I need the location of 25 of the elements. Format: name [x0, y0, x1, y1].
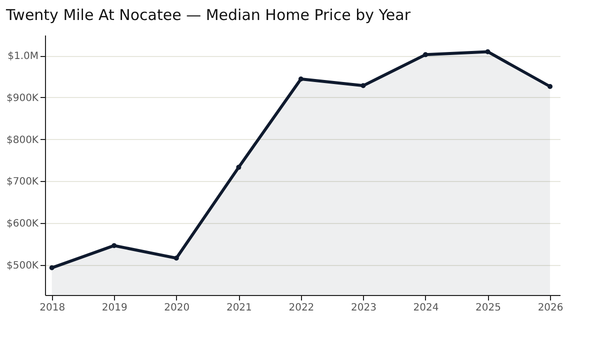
point — [174, 256, 179, 261]
y-tick-label: $600K — [6, 218, 39, 230]
y-tick-label: $500K — [6, 260, 39, 272]
x-tick-label: 2018 — [40, 302, 66, 314]
x-tick-label: 2019 — [102, 302, 128, 314]
point — [548, 84, 553, 89]
y-tick-label: $700K — [6, 176, 39, 188]
x-tick-label: 2025 — [476, 302, 501, 314]
point — [49, 265, 54, 270]
point — [485, 49, 490, 54]
x-tick-label: 2023 — [350, 302, 376, 314]
point — [422, 52, 428, 58]
y-tick-label: $1.0M — [8, 51, 38, 62]
x-tick-label: 2021 — [226, 302, 252, 314]
point — [298, 76, 304, 82]
x-tick-label: 2022 — [288, 302, 314, 314]
point — [112, 243, 117, 248]
x-tick-label: 2026 — [538, 302, 564, 314]
y-tick-label: $800K — [6, 134, 39, 146]
y-tick-label: $900K — [6, 92, 39, 104]
x-tick-label: 2020 — [164, 302, 190, 314]
point — [236, 164, 242, 170]
chart-title: Twenty Mile At Nocatee — Median Home Price by Year — [4, 6, 412, 24]
x-tick-label: 2024 — [413, 302, 439, 314]
point — [360, 83, 366, 88]
